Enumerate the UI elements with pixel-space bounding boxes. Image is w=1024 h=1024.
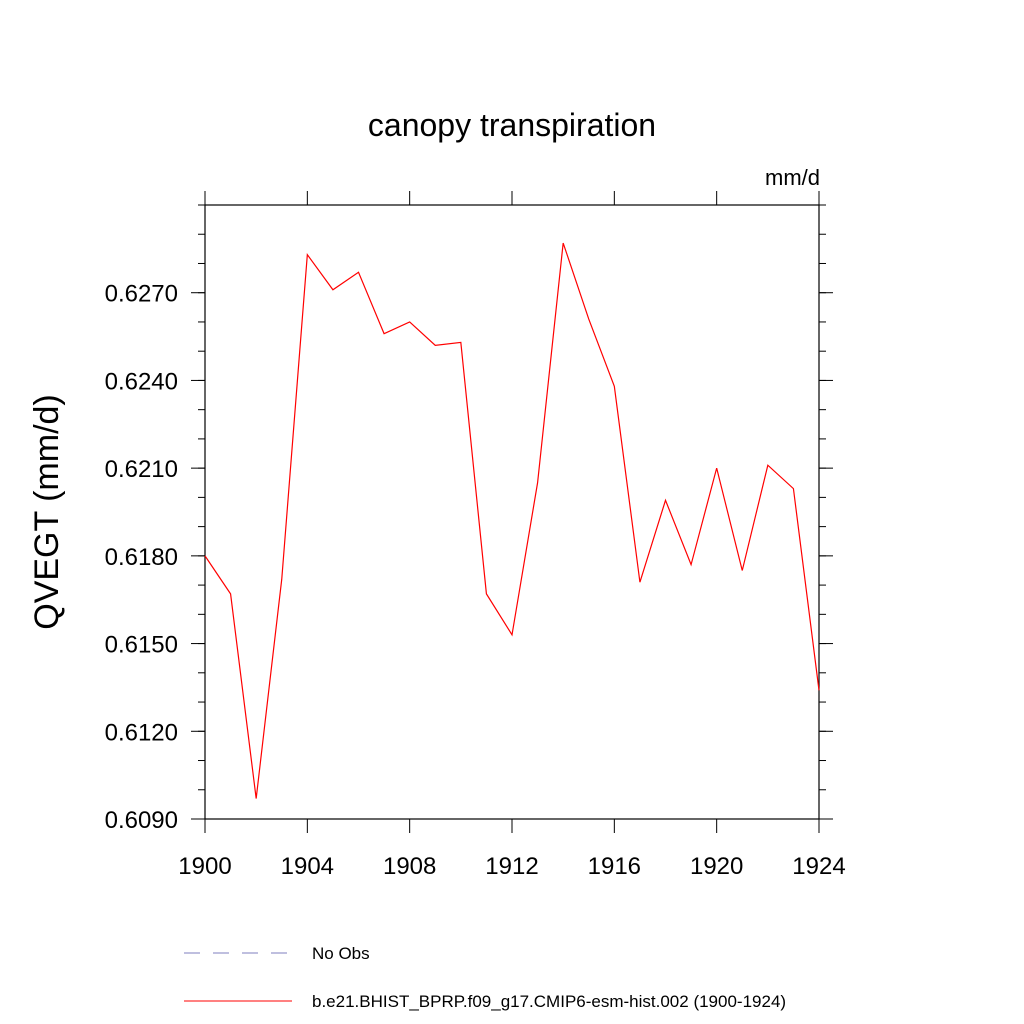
x-tick-label: 1904 [281,853,334,880]
series-line [204,242,820,799]
y-tick-label: 0.6090 [105,807,178,834]
y-tick-label: 0.6180 [105,544,178,571]
chart-title: canopy transpiration [368,107,656,143]
units-label: mm/d [765,165,820,190]
tick-labels: 1900 1904 1908 1912 1916 1920 1924 0.6090 0.6120… [105,281,846,880]
x-tick-label: 1908 [383,853,436,880]
x-tick-label: 1900 [178,853,231,880]
y-axis-label: QVEGT (mm/d) [28,394,66,630]
axis-ticks [191,191,833,833]
x-tick-label: 1912 [485,853,538,880]
x-tick-label: 1916 [588,853,641,880]
y-tick-label: 0.6240 [105,368,178,395]
plot-frame [204,204,820,820]
x-tick-label: 1920 [690,853,743,880]
legend-label: b.e21.BHIST_BPRP.f09_g17.CMIP6-esm-hist.… [312,992,786,1011]
y-tick-label: 0.6210 [105,456,178,483]
legend-label: No Obs [312,944,370,963]
x-tick-label: 1924 [792,853,845,880]
y-tick-label: 0.6150 [105,632,178,659]
series-layer [204,242,820,799]
legend: No Obs b.e21.BHIST_BPRP.f09_g17.CMIP6-esm… [184,944,786,1011]
y-tick-label: 0.6270 [105,281,178,308]
y-tick-label: 0.6120 [105,719,178,746]
